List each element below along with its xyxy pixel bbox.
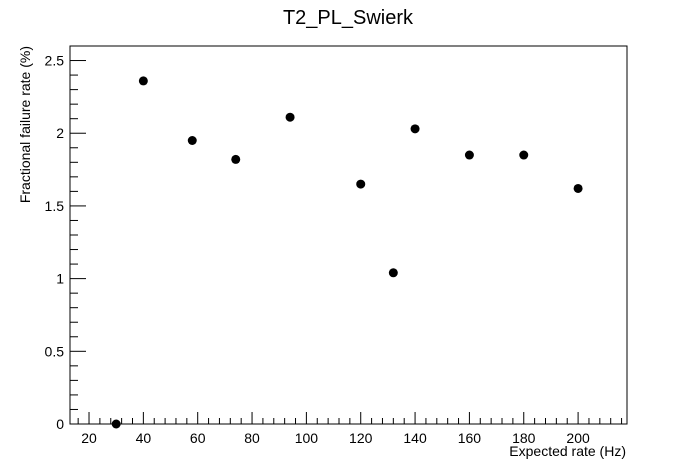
y-tick-label: 2.5 — [45, 53, 65, 69]
plot-frame — [69, 45, 628, 425]
y-tick-label: 1.5 — [45, 198, 65, 214]
data-point — [111, 419, 121, 429]
x-tick-label: 120 — [349, 430, 373, 446]
y-tick-label: 0 — [56, 416, 64, 432]
x-tick-label: 80 — [244, 430, 260, 446]
data-point — [285, 112, 295, 122]
y-tick-label: 1 — [56, 271, 64, 287]
chart-title: T2_PL_Swierk — [283, 7, 414, 29]
x-tick-label: 60 — [190, 430, 206, 446]
data-point — [519, 150, 529, 160]
data-point — [573, 183, 583, 193]
data-point — [464, 150, 474, 160]
data-point — [410, 124, 420, 134]
x-tick-label: 20 — [81, 430, 97, 446]
data-point — [356, 179, 366, 189]
data-point — [231, 154, 241, 164]
y-axis-label: Fractional failure rate (%) — [17, 46, 33, 203]
x-tick-label: 200 — [566, 430, 590, 446]
data-points — [111, 76, 583, 429]
x-axis-label: Expected rate (Hz) — [509, 443, 626, 459]
axis-ticks: 20 40 60 80 100 120 140 160 180 200 0 0.5 1 1.5 2 2.5 — [45, 53, 623, 446]
data-point — [187, 136, 197, 145]
x-tick-label: 40 — [136, 430, 152, 446]
data-point — [388, 268, 398, 278]
y-tick-label: 2 — [56, 125, 64, 141]
x-tick-label: 140 — [403, 430, 427, 446]
y-tick-label: 0.5 — [45, 343, 65, 359]
data-point — [138, 76, 148, 86]
x-tick-label: 180 — [512, 430, 536, 446]
x-tick-label: 100 — [295, 430, 319, 446]
x-tick-label: 160 — [458, 430, 482, 446]
